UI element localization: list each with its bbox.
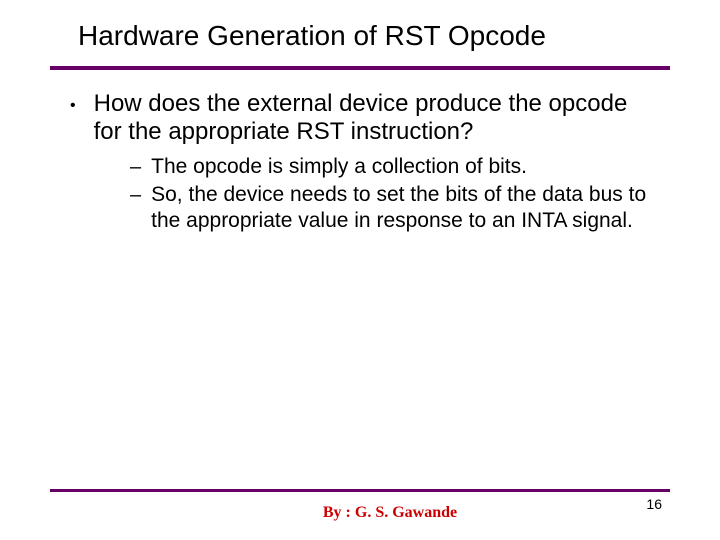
- bullet-level1: • How does the external device produce t…: [70, 90, 660, 146]
- bullet-dash-icon: –: [130, 182, 141, 208]
- footer-rule: [50, 489, 670, 492]
- byline: By : G. S. Gawande: [0, 504, 720, 522]
- sub-bullet-text: So, the device needs to set the bits of …: [151, 182, 650, 234]
- slide: Hardware Generation of RST Opcode • How …: [0, 0, 720, 540]
- bullet-text: How does the external device produce the…: [94, 90, 660, 146]
- sub-bullet-text: The opcode is simply a collection of bit…: [151, 154, 650, 180]
- bullet-level2: – So, the device needs to set the bits o…: [130, 182, 650, 234]
- bullet-level2: – The opcode is simply a collection of b…: [130, 154, 650, 180]
- slide-title: Hardware Generation of RST Opcode: [0, 20, 720, 62]
- sub-bullets: – The opcode is simply a collection of b…: [70, 154, 660, 234]
- bullet-dash-icon: –: [130, 154, 141, 180]
- bullet-dot-icon: •: [70, 92, 76, 120]
- slide-content: • How does the external device produce t…: [0, 70, 720, 234]
- page-number: 16: [646, 496, 662, 512]
